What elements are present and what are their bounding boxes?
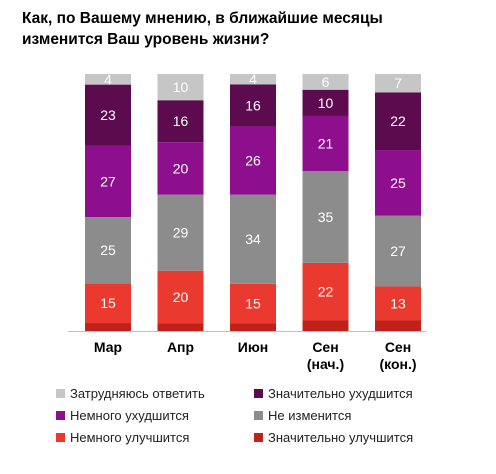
x-tick-label: Июн (238, 339, 268, 355)
data-label: 6 (322, 74, 330, 90)
data-label: 27 (390, 243, 406, 259)
legend-item: Значительно ухудшится (254, 383, 454, 404)
bar-segment (157, 194, 204, 271)
legend-item: Немного улучшится (56, 427, 254, 448)
bar-segment (302, 320, 349, 331)
legend-label: Немного ухудшится (70, 408, 189, 423)
legend-item: Немного ухудшится (56, 405, 254, 426)
legend-label: Значительно улучшится (268, 430, 414, 445)
bar-segment (302, 262, 349, 321)
x-tick-label: (нач.) (307, 356, 344, 372)
data-label: 27 (100, 173, 116, 189)
data-label: 16 (173, 113, 189, 129)
bar-segment (375, 320, 421, 331)
legend-item: Не изменится (254, 405, 454, 426)
data-label: 16 (245, 97, 261, 113)
x-tick-label: Сен (312, 339, 338, 355)
bar-segment (230, 74, 276, 85)
chart-legend: Затрудняюсь ответить Значительно ухудшитс… (56, 383, 454, 448)
data-label: 25 (100, 242, 116, 258)
legend-label: Не изменится (268, 408, 352, 423)
data-label: 4 (104, 71, 112, 87)
data-label: 35 (318, 209, 334, 225)
x-tick-label: Апр (167, 339, 194, 355)
bar-segment (230, 323, 276, 331)
x-tick-label: Сен (385, 339, 411, 355)
bar-segment (157, 100, 204, 143)
bar-segment (302, 74, 349, 90)
bar-segment (230, 283, 276, 324)
bar-segment (375, 215, 421, 287)
bar-segment (85, 323, 131, 331)
legend-swatch (56, 389, 65, 398)
bar-segment (302, 115, 349, 172)
data-label: 4 (249, 71, 257, 87)
bar-segment (375, 92, 421, 151)
bar-segment (230, 84, 276, 127)
data-label: 22 (390, 113, 406, 129)
bar-segment (375, 74, 421, 93)
data-label: 15 (100, 295, 116, 311)
legend-swatch (254, 411, 263, 420)
legend-item: Затрудняюсь ответить (56, 383, 254, 404)
bar-segment (85, 84, 131, 146)
legend-label: Затрудняюсь ответить (70, 386, 205, 401)
bar-segment (157, 270, 204, 324)
legend-label: Немного улучшится (70, 430, 190, 445)
legend-item: Значительно улучшится (254, 427, 454, 448)
bar-segment (302, 171, 349, 263)
data-label: 10 (318, 95, 334, 111)
bar-segment (85, 145, 131, 218)
data-label: 23 (100, 107, 116, 123)
bar-segment (85, 217, 131, 284)
bar-segment (302, 89, 349, 116)
chart-title-line-1: Как, по Вашему мнению, в ближайшие месяц… (22, 10, 383, 27)
data-label: 22 (318, 284, 334, 300)
bar-segment (375, 150, 421, 216)
data-label: 7 (394, 75, 402, 91)
bar-segment (85, 74, 131, 85)
bar-segment (157, 74, 204, 101)
legend-swatch (56, 433, 65, 442)
data-label: 13 (390, 295, 406, 311)
data-label: 15 (245, 295, 261, 311)
data-label: 29 (173, 225, 189, 241)
bar-segment (157, 323, 204, 331)
data-label: 25 (390, 175, 406, 191)
legend-swatch (56, 411, 65, 420)
data-label: 21 (318, 135, 334, 151)
bar-segment (375, 286, 421, 321)
data-label: 34 (245, 231, 261, 247)
legend-swatch (254, 389, 263, 398)
chart-title: Как, по Вашему мнению, в ближайшие месяц… (22, 8, 462, 50)
chart-title-line-2: изменится Ваш уровень жизни? (22, 31, 270, 48)
bar-segment (157, 142, 204, 195)
bar-segment (230, 126, 276, 195)
x-tick-label: (кон.) (379, 356, 416, 372)
bar-segment (230, 194, 276, 284)
data-label: 20 (173, 160, 189, 176)
data-label: 10 (173, 79, 189, 95)
x-tick-label: Мар (94, 339, 122, 355)
data-label: 26 (245, 153, 261, 169)
bar-segment (85, 283, 131, 324)
legend-swatch (254, 433, 263, 442)
legend-label: Значительно ухудшится (268, 386, 413, 401)
data-label: 20 (173, 289, 189, 305)
